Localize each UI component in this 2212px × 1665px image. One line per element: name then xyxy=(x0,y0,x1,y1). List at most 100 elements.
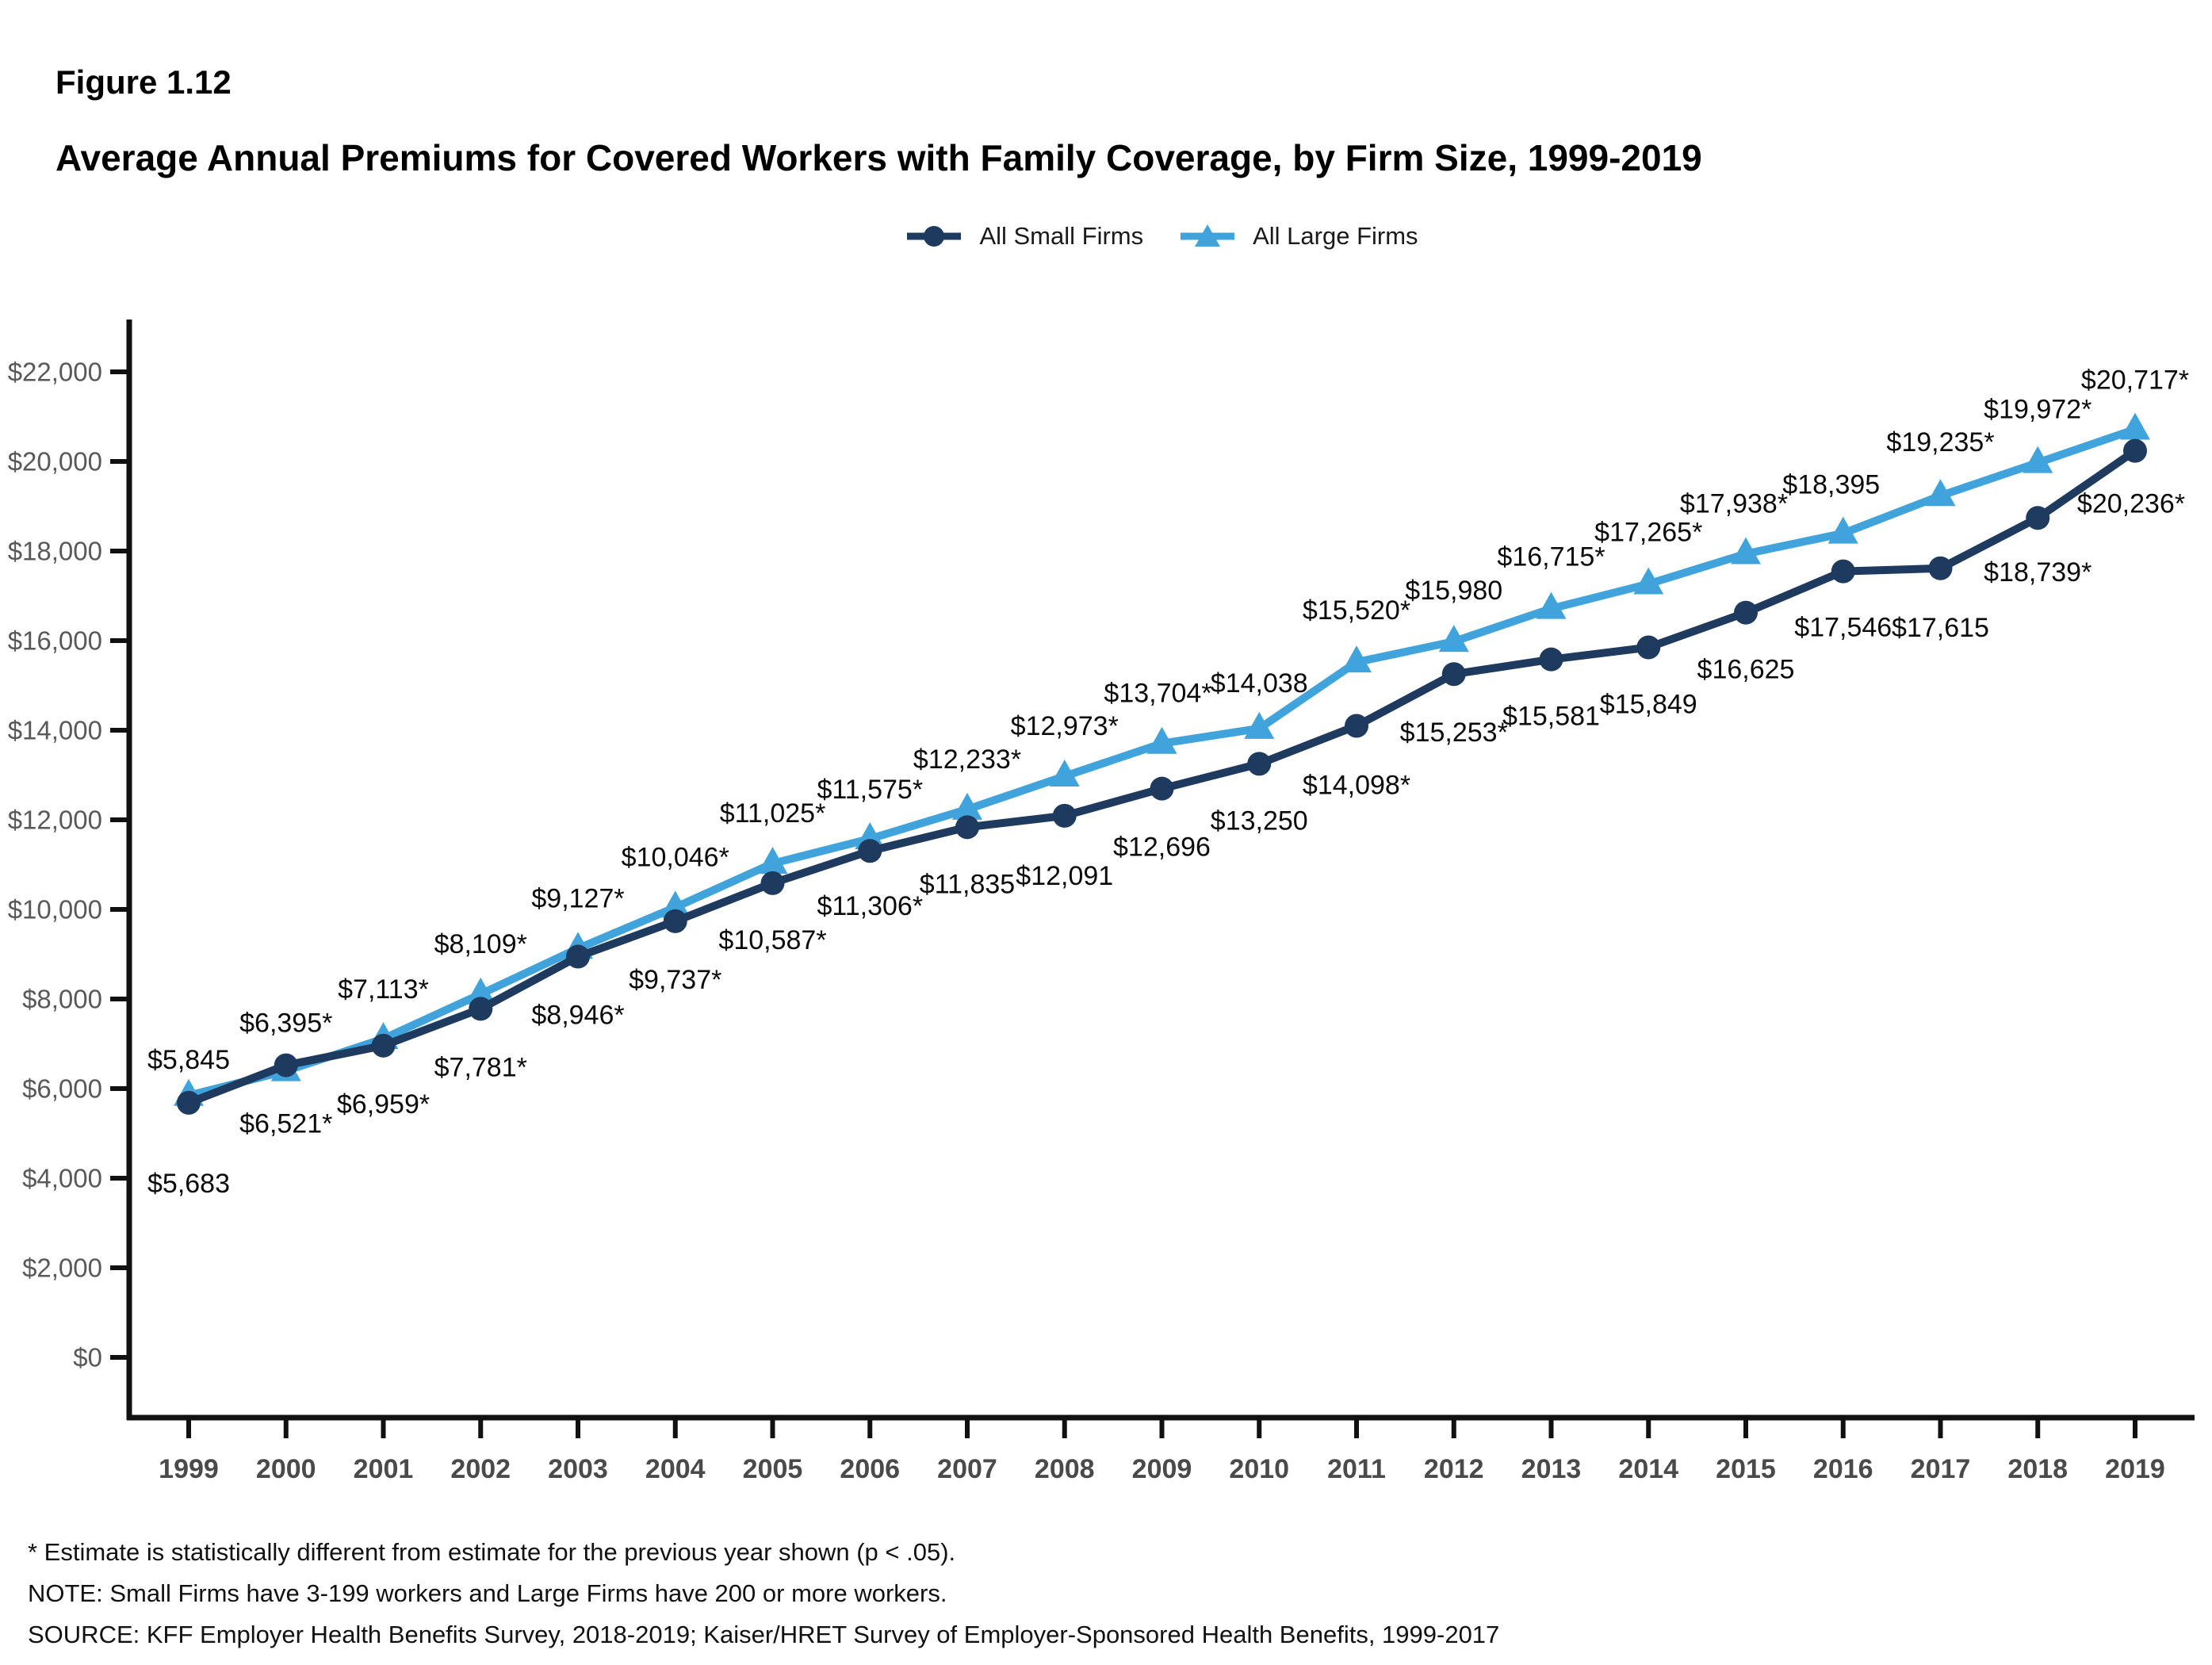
x-tick-label: 2013 xyxy=(1521,1454,1582,1484)
circle-marker xyxy=(1052,803,1077,828)
triangle-marker-icon xyxy=(1181,224,1235,247)
footnote-estimate: * Estimate is statistically different fr… xyxy=(28,1538,956,1566)
data-label: $15,980 xyxy=(1405,576,1502,606)
data-label: $12,233* xyxy=(913,744,1021,775)
circle-marker xyxy=(1831,559,1855,584)
x-tick-label: 2004 xyxy=(645,1454,706,1484)
data-label: $10,046* xyxy=(622,842,729,872)
x-tick-label: 2018 xyxy=(2007,1454,2068,1484)
data-label: $12,091 xyxy=(1016,861,1113,891)
triangle-marker xyxy=(1244,711,1275,739)
x-tick-label: 2000 xyxy=(256,1454,316,1484)
legend-label-small-firms: All Small Firms xyxy=(979,222,1144,250)
figure-number: Figure 1.12 xyxy=(55,63,232,101)
y-tick-label: $10,000 xyxy=(8,895,102,924)
data-label: $10,587* xyxy=(718,925,826,955)
data-label: $9,737* xyxy=(629,965,721,995)
data-label: $11,025* xyxy=(720,798,826,829)
triangle-marker xyxy=(952,792,982,820)
circle-marker xyxy=(1734,600,1758,625)
triangle-marker xyxy=(2120,412,2150,440)
x-tick-label: 2010 xyxy=(1229,1454,1289,1484)
data-label: $20,236* xyxy=(2077,489,2185,519)
y-tick-label: $2,000 xyxy=(22,1254,102,1283)
data-label: $17,265* xyxy=(1594,518,1702,548)
data-label: $12,973* xyxy=(1011,711,1119,741)
data-label: $17,615 xyxy=(1892,613,1989,643)
circle-marker xyxy=(469,997,493,1021)
circle-marker xyxy=(663,909,687,933)
data-label: $17,546 xyxy=(1794,613,1892,643)
x-tick-label: 2006 xyxy=(840,1454,900,1484)
triangle-marker xyxy=(1633,567,1664,595)
data-label: $20,717* xyxy=(2081,365,2189,395)
x-tick-label: 2009 xyxy=(1132,1454,1192,1484)
data-label: $11,835 xyxy=(920,869,1015,899)
circle-marker xyxy=(2123,438,2147,463)
data-label: $13,704* xyxy=(1104,679,1211,709)
x-tick-label: 2003 xyxy=(548,1454,608,1484)
circle-marker xyxy=(1441,662,1466,687)
triangle-marker xyxy=(1536,591,1567,619)
circle-marker xyxy=(2026,506,2050,530)
circle-marker xyxy=(858,839,882,863)
legend: All Small Firms All Large Firms xyxy=(129,222,2194,251)
y-tick-label: $14,000 xyxy=(8,716,102,745)
data-label: $7,781* xyxy=(434,1052,527,1082)
y-tick-label: $18,000 xyxy=(8,537,102,566)
x-tick-label: 2019 xyxy=(2105,1454,2165,1484)
data-label: $6,959* xyxy=(337,1089,430,1120)
data-label: $6,395* xyxy=(239,1009,332,1039)
y-tick-label: $22,000 xyxy=(8,358,102,387)
data-label: $14,098* xyxy=(1303,770,1410,800)
data-label: $15,581 xyxy=(1502,702,1600,732)
x-tick-label: 2017 xyxy=(1911,1454,1971,1484)
x-tick-label: 2015 xyxy=(1716,1454,1776,1484)
legend-item-large-firms: All Large Firms xyxy=(1178,222,1418,251)
triangle-marker xyxy=(660,890,691,918)
x-tick-label: 2011 xyxy=(1327,1454,1386,1484)
circle-marker xyxy=(1636,635,1661,660)
x-tick-label: 2008 xyxy=(1035,1454,1095,1484)
x-tick-label: 2014 xyxy=(1618,1454,1678,1484)
circle-marker xyxy=(760,871,785,895)
circle-marker xyxy=(955,815,979,840)
y-tick-label: $20,000 xyxy=(8,447,102,477)
circle-marker xyxy=(371,1033,396,1058)
circle-marker xyxy=(1928,556,1953,580)
data-label: $8,109* xyxy=(434,929,527,959)
data-label: $19,235* xyxy=(1886,427,1994,457)
data-label: $15,520* xyxy=(1303,595,1410,626)
data-label: $14,038 xyxy=(1211,668,1308,699)
data-label: $18,395 xyxy=(1782,470,1880,500)
circle-marker xyxy=(566,944,590,969)
triangle-marker xyxy=(1341,645,1372,673)
data-label: $8,946* xyxy=(531,1001,624,1031)
y-tick-label: $12,000 xyxy=(8,806,102,835)
data-label: $9,127* xyxy=(531,883,624,913)
circle-marker xyxy=(177,1090,201,1115)
x-tick-label: 2002 xyxy=(450,1454,511,1484)
data-label: $6,521* xyxy=(239,1109,332,1139)
footnote-source: SOURCE: KFF Employer Health Benefits Sur… xyxy=(28,1621,1500,1648)
y-tick-label: $16,000 xyxy=(8,626,102,656)
data-label: $7,113* xyxy=(338,974,429,1005)
circle-marker xyxy=(1539,647,1563,672)
data-label: $12,696 xyxy=(1113,832,1211,863)
y-tick-label: $4,000 xyxy=(22,1164,102,1193)
x-tick-label: 2016 xyxy=(1813,1454,1873,1484)
data-label: $11,306* xyxy=(817,891,923,921)
triangle-marker xyxy=(1438,625,1469,653)
triangle-marker xyxy=(1731,537,1761,565)
data-label: $5,845 xyxy=(147,1045,230,1075)
x-tick-label: 2005 xyxy=(743,1454,803,1484)
data-label: $15,849 xyxy=(1600,690,1697,720)
y-tick-label: $8,000 xyxy=(22,985,102,1014)
data-label: $16,625 xyxy=(1697,655,1795,685)
circle-marker-icon xyxy=(907,226,962,247)
x-tick-label: 1999 xyxy=(159,1454,219,1484)
circle-marker xyxy=(1247,752,1272,776)
x-tick-label: 2001 xyxy=(354,1454,414,1484)
